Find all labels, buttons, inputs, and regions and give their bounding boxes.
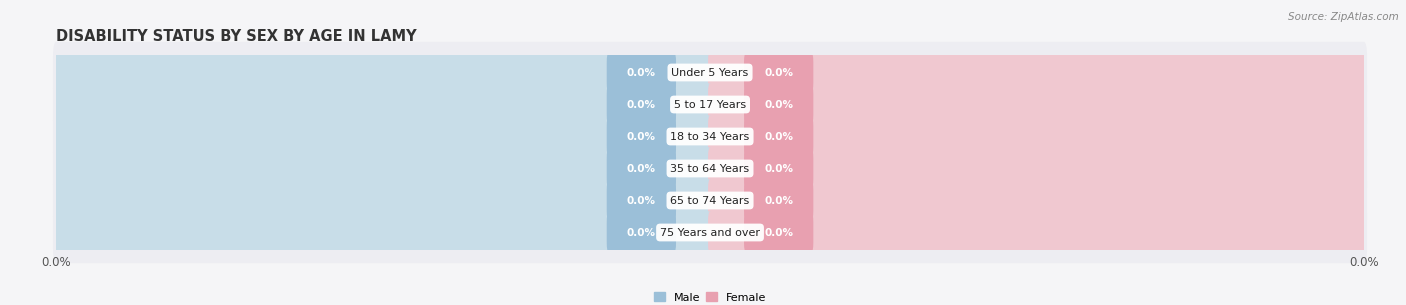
Text: 0.0%: 0.0%	[765, 163, 793, 174]
Text: 65 to 74 Years: 65 to 74 Years	[671, 196, 749, 206]
FancyBboxPatch shape	[607, 149, 676, 188]
FancyBboxPatch shape	[744, 181, 813, 220]
FancyBboxPatch shape	[744, 53, 813, 92]
FancyBboxPatch shape	[744, 149, 813, 188]
Text: 0.0%: 0.0%	[627, 131, 655, 142]
FancyBboxPatch shape	[607, 117, 676, 156]
Text: 35 to 64 Years: 35 to 64 Years	[671, 163, 749, 174]
Text: 0.0%: 0.0%	[627, 228, 655, 238]
Text: 0.0%: 0.0%	[765, 99, 793, 109]
FancyBboxPatch shape	[709, 179, 1365, 222]
FancyBboxPatch shape	[53, 202, 1367, 263]
FancyBboxPatch shape	[709, 211, 1365, 254]
FancyBboxPatch shape	[709, 51, 1365, 94]
FancyBboxPatch shape	[607, 213, 676, 252]
FancyBboxPatch shape	[55, 179, 711, 222]
Text: Source: ZipAtlas.com: Source: ZipAtlas.com	[1288, 12, 1399, 22]
Text: 18 to 34 Years: 18 to 34 Years	[671, 131, 749, 142]
FancyBboxPatch shape	[744, 117, 813, 156]
Text: 5 to 17 Years: 5 to 17 Years	[673, 99, 747, 109]
FancyBboxPatch shape	[607, 181, 676, 220]
FancyBboxPatch shape	[709, 147, 1365, 190]
FancyBboxPatch shape	[55, 211, 711, 254]
Text: Under 5 Years: Under 5 Years	[672, 67, 748, 77]
Text: 0.0%: 0.0%	[627, 99, 655, 109]
FancyBboxPatch shape	[607, 53, 676, 92]
FancyBboxPatch shape	[53, 138, 1367, 199]
FancyBboxPatch shape	[53, 106, 1367, 167]
FancyBboxPatch shape	[55, 51, 711, 94]
FancyBboxPatch shape	[55, 147, 711, 190]
Text: 0.0%: 0.0%	[765, 196, 793, 206]
Text: 0.0%: 0.0%	[765, 228, 793, 238]
FancyBboxPatch shape	[709, 83, 1365, 126]
FancyBboxPatch shape	[607, 85, 676, 124]
FancyBboxPatch shape	[709, 115, 1365, 158]
Text: 0.0%: 0.0%	[627, 196, 655, 206]
Text: DISABILITY STATUS BY SEX BY AGE IN LAMY: DISABILITY STATUS BY SEX BY AGE IN LAMY	[56, 29, 416, 44]
Text: 75 Years and over: 75 Years and over	[659, 228, 761, 238]
Text: 0.0%: 0.0%	[627, 163, 655, 174]
Text: 0.0%: 0.0%	[765, 67, 793, 77]
FancyBboxPatch shape	[55, 83, 711, 126]
FancyBboxPatch shape	[53, 42, 1367, 103]
FancyBboxPatch shape	[53, 74, 1367, 135]
FancyBboxPatch shape	[55, 115, 711, 158]
Text: 0.0%: 0.0%	[627, 67, 655, 77]
Text: 0.0%: 0.0%	[765, 131, 793, 142]
FancyBboxPatch shape	[744, 213, 813, 252]
FancyBboxPatch shape	[744, 85, 813, 124]
Legend: Male, Female: Male, Female	[650, 288, 770, 305]
FancyBboxPatch shape	[53, 170, 1367, 231]
